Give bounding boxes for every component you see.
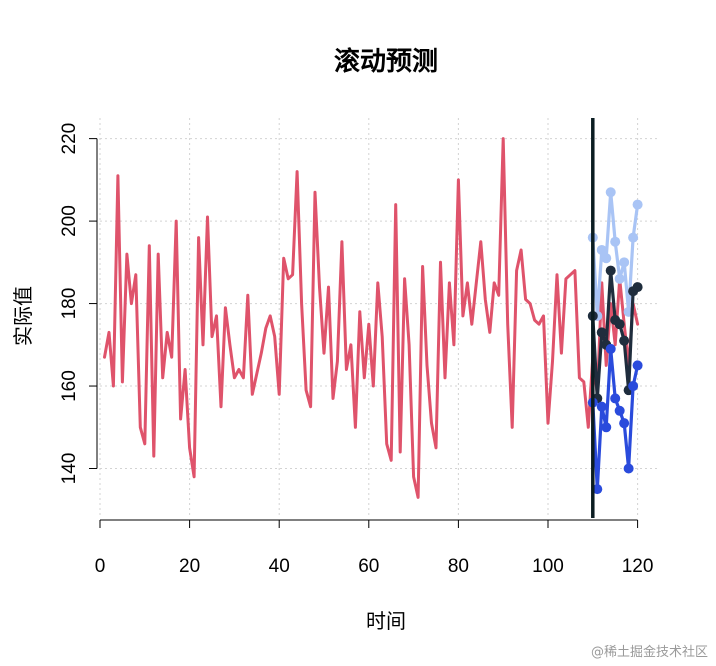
series-point xyxy=(619,418,630,429)
series-point xyxy=(605,343,616,354)
x-tick-label: 0 xyxy=(95,556,106,577)
series-point xyxy=(628,381,639,392)
series-point xyxy=(601,422,612,433)
series-point xyxy=(596,401,607,412)
series-point xyxy=(605,265,616,276)
series-point xyxy=(605,187,616,198)
x-axis-label: 时间 xyxy=(366,609,406,633)
series-layer xyxy=(103,137,643,499)
series-point xyxy=(632,282,643,293)
series-point xyxy=(632,360,643,371)
chart-title: 滚动预测 xyxy=(334,46,438,77)
x-tick-label: 20 xyxy=(179,556,200,577)
y-tick-label: 160 xyxy=(59,370,80,402)
x-tick-label: 40 xyxy=(269,556,290,577)
watermark: @稀土掘金技术社区 xyxy=(590,645,708,660)
y-tick-label: 180 xyxy=(59,288,80,320)
y-axis-label: 实际值 xyxy=(11,286,35,346)
series-point xyxy=(596,244,607,255)
series-point xyxy=(614,273,625,284)
x-axis: 0 20 40 60 80 100 120 xyxy=(95,519,654,577)
series-point xyxy=(632,199,643,210)
series-point xyxy=(601,253,612,264)
series-point xyxy=(610,236,621,247)
series-point xyxy=(619,335,630,346)
x-tick-label: 80 xyxy=(448,556,469,577)
y-tick-label: 200 xyxy=(59,205,80,237)
y-tick-label: 220 xyxy=(59,123,80,155)
series-line xyxy=(103,137,640,499)
x-tick-label: 60 xyxy=(358,556,379,577)
series-point xyxy=(596,327,607,338)
y-tick-label: 140 xyxy=(59,453,80,485)
series-point xyxy=(610,393,621,404)
y-axis: 140 160 180 200 220 xyxy=(59,123,98,485)
series-point xyxy=(592,484,603,495)
series-point xyxy=(623,463,634,474)
x-tick-label: 100 xyxy=(532,556,564,577)
series-point xyxy=(614,405,625,416)
series-point xyxy=(614,319,625,330)
x-tick-label: 120 xyxy=(622,556,654,577)
series-point xyxy=(619,257,630,268)
series-point xyxy=(628,232,639,243)
